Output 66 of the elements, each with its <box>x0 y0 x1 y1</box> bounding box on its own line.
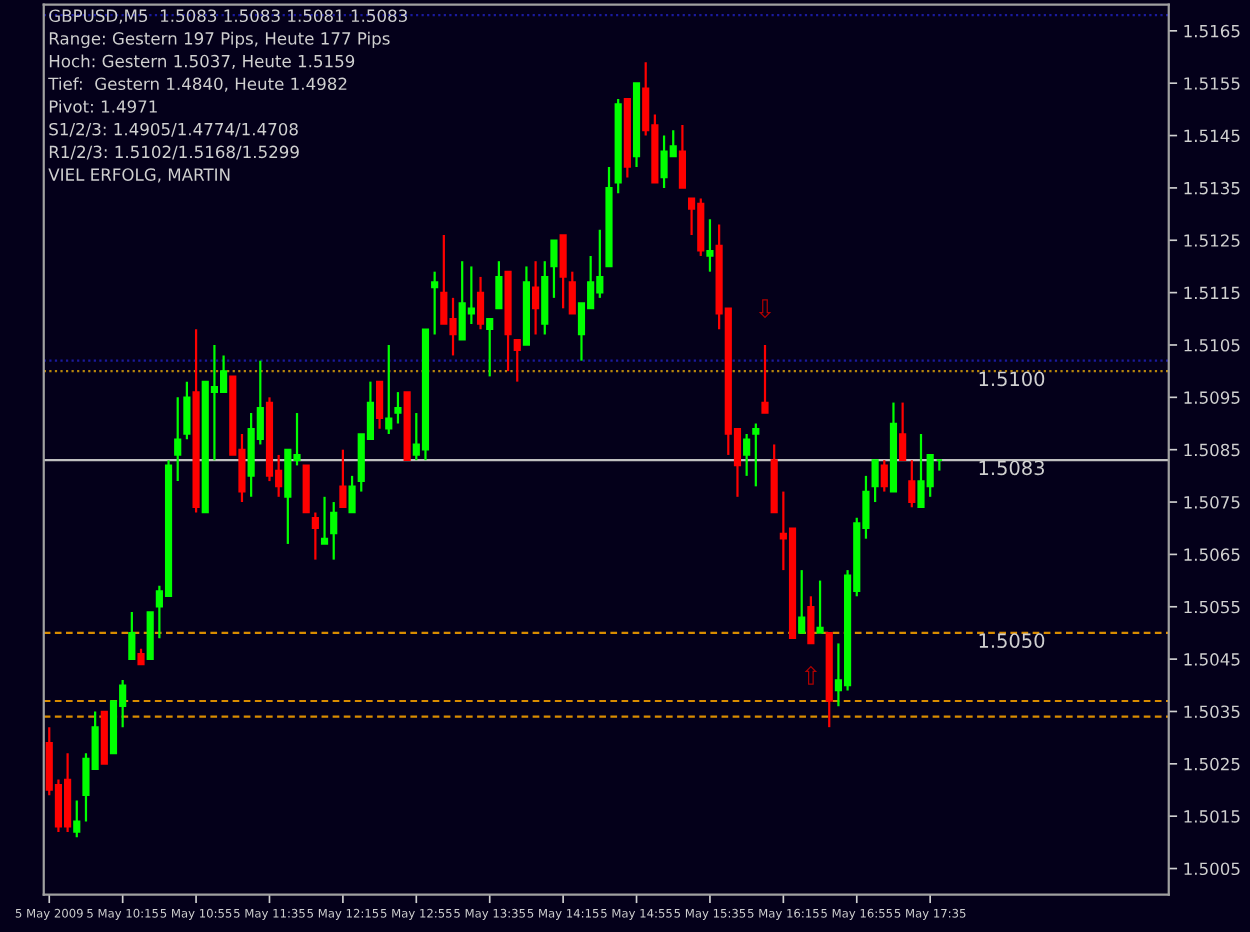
candlestick <box>311 511 319 561</box>
y-tick-label: 1.5155 <box>1184 77 1240 90</box>
candlestick <box>798 569 806 635</box>
y-tick-label: 1.5065 <box>1184 548 1240 561</box>
candlestick <box>908 459 916 509</box>
candlestick <box>146 611 154 660</box>
y-tick-label: 1.5055 <box>1184 600 1240 614</box>
candlestick <box>330 500 338 561</box>
y-tick-label: 1.5115 <box>1184 286 1240 300</box>
ref-line-label: 1.5083 <box>979 460 1044 476</box>
candlestick <box>807 595 815 645</box>
candlestick <box>476 275 485 331</box>
candlestick <box>559 233 567 310</box>
annotation: Range: Gestern 197 Pips, Heute 177 Pips <box>49 31 390 48</box>
annotation: Tief: Gestern 1.4840, Heute 1.4982 <box>48 77 347 92</box>
y-tick-label: 1.5025 <box>1184 757 1240 771</box>
candlestick <box>183 380 191 441</box>
y-tick-label: 1.5145 <box>1184 129 1240 143</box>
candlestick <box>73 799 81 839</box>
candlestick <box>871 459 879 504</box>
candlestick <box>568 270 576 315</box>
y-tick-label: 1.5125 <box>1184 234 1240 247</box>
y-tick-label: 1.5035 <box>1184 705 1240 719</box>
candlestick <box>706 218 714 273</box>
candlestick <box>174 396 182 483</box>
y-tick-label: 1.5005 <box>1184 862 1240 876</box>
annotation: ⇩ <box>758 299 772 319</box>
candlestick <box>128 610 136 661</box>
annotation: S1/2/3: 1.4905/1.4774/1.4708 <box>49 122 298 137</box>
annotation: Pivot: 1.4971 <box>49 99 157 113</box>
ref-line-label: 1.5050 <box>979 633 1045 648</box>
annotation: R1/2/3: 1.5102/1.5168/1.5299 <box>49 145 299 160</box>
candlestick <box>761 343 769 415</box>
candlestick <box>385 343 393 436</box>
annotation: VIEL ERFOLG, MARTIN <box>48 168 230 183</box>
candlestick <box>394 390 402 425</box>
candlestick <box>816 579 824 635</box>
candlestick <box>486 317 494 378</box>
candlestick <box>752 422 760 488</box>
candlestick <box>743 432 751 477</box>
y-tick-label: 1.5135 <box>1184 181 1240 195</box>
y-tick-label: 1.5045 <box>1184 653 1240 666</box>
ref-line-label: 1.5100 <box>979 371 1045 387</box>
candlestick <box>339 448 347 509</box>
candlestick <box>513 338 521 383</box>
candlestick <box>376 380 384 430</box>
annotation: ⇧ <box>804 665 818 685</box>
annotation: Hoch: Gestern 1.5037, Heute 1.5159 <box>49 54 355 70</box>
candlestick <box>532 260 540 336</box>
y-tick-label: 1.5165 <box>1184 24 1240 38</box>
y-tick-label: 1.5015 <box>1184 810 1240 823</box>
candlestick <box>550 239 558 299</box>
y-tick-label: 1.5085 <box>1184 443 1240 457</box>
y-tick-label: 1.5075 <box>1184 496 1240 509</box>
candlestick <box>320 495 329 546</box>
candlestick <box>880 459 888 493</box>
y-tick-label: 1.5105 <box>1184 338 1240 352</box>
candlestick <box>541 260 549 336</box>
chart-title: GBPUSD,M5 1.5083 1.5083 1.5081 1.5083 <box>49 9 407 24</box>
y-tick-label: 1.5095 <box>1184 391 1240 404</box>
candlestick <box>495 260 503 310</box>
candlestick <box>431 270 439 336</box>
candlestick <box>348 474 356 514</box>
candlestick <box>678 123 687 190</box>
candlestick <box>302 464 310 514</box>
candlestick <box>899 401 907 462</box>
